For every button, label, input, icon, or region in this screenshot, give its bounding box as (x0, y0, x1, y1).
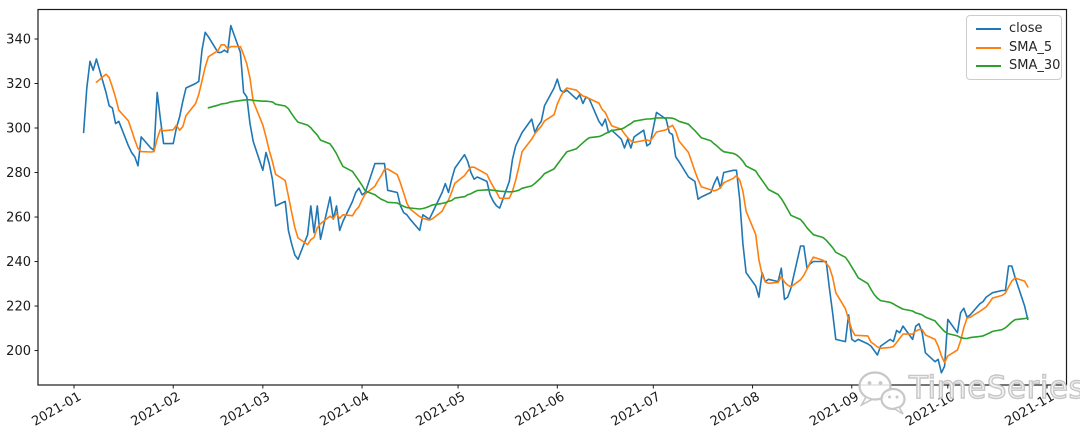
x-tick-label: 2021-04 (318, 389, 373, 429)
y-tick-label: 300 (6, 122, 31, 137)
plot-border (37, 8, 1068, 386)
x-tick-label: 2021-06 (513, 389, 568, 429)
legend-label-sma30: SMA_30 (1009, 58, 1061, 73)
y-tick-label: 320 (6, 77, 31, 92)
legend: close SMA_5 SMA_30 (966, 15, 1062, 80)
x-tick-label: 2021-11 (1002, 389, 1057, 429)
x-tick-label: 2021-10 (903, 389, 958, 429)
x-tick-label: 2021-03 (218, 389, 273, 429)
x-tick-label: 2021-05 (414, 389, 469, 429)
y-tick-label: 260 (6, 211, 31, 226)
y-axis: 200 220 240 260 280 300 320 340 (6, 33, 38, 359)
close-line (82, 24, 1029, 374)
legend-label-close: close (1009, 21, 1043, 36)
y-tick-label: 240 (6, 255, 31, 270)
x-tick-label: 2021-01 (29, 389, 84, 429)
y-tick-label: 280 (6, 166, 31, 181)
y-tick-label: 200 (6, 344, 31, 359)
sma5-line-swatch (976, 46, 1001, 49)
y-tick-label: 340 (6, 33, 31, 48)
x-tick-label: 2021-09 (807, 389, 862, 429)
close-line-swatch (976, 28, 1001, 30)
x-tick-label: 2021-08 (708, 389, 763, 429)
y-tick-label: 220 (6, 300, 31, 315)
x-tick-label: 2021-02 (129, 389, 184, 429)
legend-row-close: close (976, 22, 1052, 36)
legend-row-sma30: SMA_30 (976, 59, 1060, 73)
sma-5-line (95, 44, 1029, 364)
x-tick-label: 2021-07 (609, 389, 664, 429)
legend-label-sma5: SMA_5 (1009, 39, 1053, 55)
x-axis: 2021-01 2021-02 2021-03 2021-04 2021-05 2021-… (29, 385, 1057, 430)
legend-row-sma5: SMA_5 (976, 39, 1053, 55)
sma-30-line (207, 99, 1029, 340)
sma30-line-swatch (976, 65, 1001, 67)
